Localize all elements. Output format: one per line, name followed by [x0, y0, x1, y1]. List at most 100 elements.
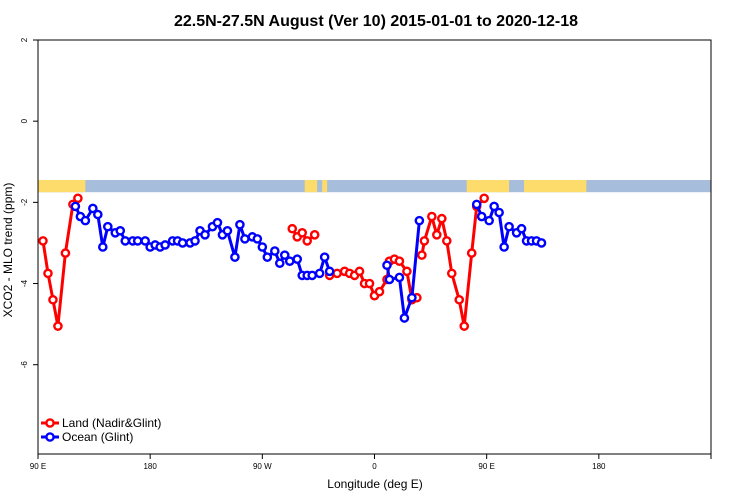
data-point	[284, 256, 295, 267]
x-tick-label: 180	[592, 462, 606, 471]
data-point	[274, 258, 285, 269]
chart-title: 22.5N-27.5N August (Ver 10) 2015-01-01 t…	[174, 13, 578, 30]
y-axis-label: XCO2 - MLO trend (ppm)	[1, 183, 15, 318]
data-point	[302, 236, 313, 246]
x-tick-label: 90 W	[253, 462, 272, 471]
x-tick-label: 180	[143, 462, 157, 471]
series-line	[41, 197, 80, 328]
data-point	[235, 219, 245, 230]
data-point	[115, 225, 126, 236]
data-point	[324, 266, 335, 277]
data-point	[374, 286, 385, 297]
y-tick-label: -4	[20, 279, 29, 287]
data-point	[88, 203, 98, 214]
surface-strip	[38, 180, 711, 193]
data-point	[432, 230, 442, 240]
strip-land-4	[524, 180, 587, 193]
data-point	[394, 272, 405, 283]
data-point	[407, 292, 417, 303]
legend-item: Land (Nadir&Glint)	[41, 416, 161, 430]
data-point	[446, 268, 457, 279]
data-point	[382, 260, 392, 271]
data-point	[73, 193, 83, 204]
data-point	[454, 294, 465, 305]
series-layer	[38, 193, 547, 331]
data-point	[484, 215, 494, 226]
strip-land-1	[304, 180, 318, 193]
strip-land-2	[322, 180, 328, 193]
x-tick-label: 90 E	[30, 462, 46, 471]
data-point	[177, 238, 188, 248]
strip-land-3	[466, 180, 510, 193]
axes: 90 E 180 90 W 0 90 E 180 2 0 -2 -4 -6	[20, 37, 712, 471]
data-point	[222, 225, 233, 236]
data-point	[476, 211, 487, 222]
data-point	[414, 215, 425, 226]
data-point	[319, 252, 330, 262]
data-point	[384, 274, 395, 285]
data-point	[80, 215, 91, 226]
x-tick-label: 90 E	[478, 462, 494, 471]
data-point	[394, 256, 405, 267]
data-point	[479, 193, 489, 204]
data-point	[354, 266, 365, 277]
data-point	[504, 221, 514, 232]
legend-item: Ocean (Glint)	[41, 430, 133, 444]
data-point	[427, 211, 437, 222]
data-point	[262, 252, 273, 262]
legend-marker	[45, 432, 55, 442]
data-point	[252, 234, 263, 244]
data-point	[536, 238, 547, 248]
data-point	[436, 213, 447, 224]
data-point	[140, 236, 150, 246]
data-point	[499, 242, 509, 252]
data-point	[516, 223, 527, 234]
data-point	[471, 199, 482, 210]
data-point	[287, 223, 298, 234]
data-point	[332, 268, 342, 279]
series-1	[70, 199, 547, 323]
legend: Land (Nadir&Glint)Ocean (Glint)	[41, 416, 161, 444]
legend-marker	[45, 418, 55, 428]
data-point	[240, 234, 250, 244]
data-point	[48, 294, 58, 305]
data-point	[212, 217, 223, 228]
data-point	[466, 248, 477, 258]
y-tick-label: 0	[20, 118, 29, 123]
data-point	[307, 270, 317, 281]
data-point	[441, 236, 452, 246]
data-point	[102, 221, 113, 232]
data-point	[60, 248, 71, 258]
data-point	[200, 230, 210, 240]
data-point	[132, 236, 143, 246]
data-point	[489, 201, 499, 212]
series-0	[38, 193, 489, 331]
data-point	[399, 313, 410, 323]
data-point	[190, 236, 200, 246]
x-axis-label: Longitude (deg E)	[327, 477, 422, 491]
data-point	[494, 207, 504, 218]
data-point	[297, 227, 308, 238]
data-point	[93, 209, 103, 220]
data-point	[269, 246, 280, 256]
legend-label: Ocean (Glint)	[62, 430, 133, 444]
data-point	[402, 266, 412, 277]
data-point	[314, 268, 325, 279]
plot-area	[37, 39, 712, 455]
data-point	[38, 236, 48, 246]
strip-ocean	[38, 180, 711, 193]
data-point	[43, 268, 53, 279]
strip-land-0	[38, 180, 86, 193]
data-point	[279, 250, 290, 260]
data-point	[230, 252, 240, 262]
data-point	[364, 278, 375, 289]
data-point	[98, 242, 108, 252]
data-point	[160, 240, 170, 250]
legend-label: Land (Nadir&Glint)	[62, 416, 161, 430]
y-tick-label: -2	[20, 198, 29, 206]
y-tick-label: 2	[20, 37, 29, 42]
y-tick-label: -6	[20, 361, 29, 369]
data-point	[459, 321, 470, 331]
data-point	[309, 230, 320, 240]
